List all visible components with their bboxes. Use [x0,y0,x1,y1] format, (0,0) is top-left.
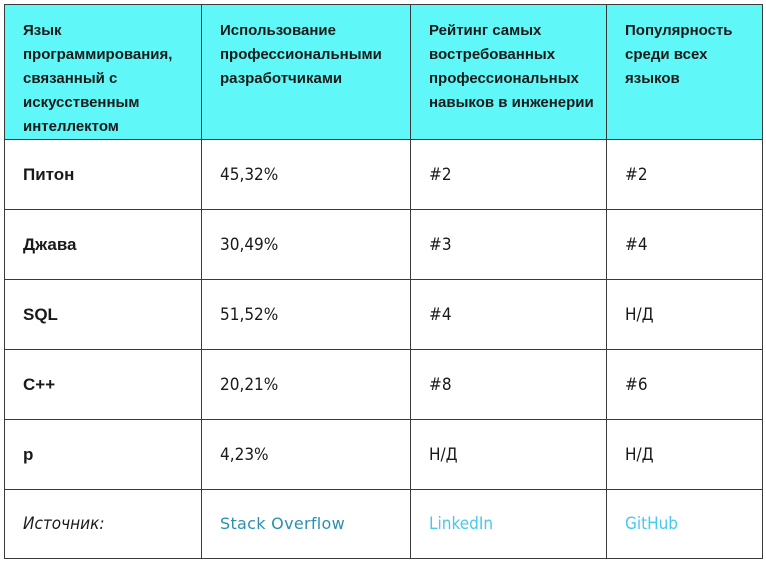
cell-language: р [4,419,202,490]
table-row: Джава 30,49% #3 #4 [4,209,763,280]
cell-popularity: Н/Д [606,419,763,490]
stackoverflow-link[interactable]: Stack Overflow [220,514,346,533]
cell-language: Джава [4,209,202,280]
cell-language: SQL [4,279,202,350]
cell-rank: #8 [410,349,607,420]
header-usage: Использование профессиональными разработ… [201,4,411,140]
table-row: SQL 51,52% #4 Н/Д [4,279,763,350]
ai-languages-table: Язык программирования, связанный с искус… [4,4,763,559]
cell-usage: 20,21% [201,349,411,420]
cell-usage: 51,52% [201,279,411,350]
linkedin-link[interactable]: LinkedIn [429,514,494,534]
cell-usage: 30,49% [201,209,411,280]
source-stackoverflow-cell: Stack Overflow [201,489,411,559]
source-linkedin-cell: LinkedIn [410,489,607,559]
table-row: Питон 45,32% #2 #2 [4,139,763,210]
header-row: Язык программирования, связанный с искус… [4,4,763,140]
source-github-cell: GitHub [606,489,763,559]
cell-rank: #3 [410,209,607,280]
source-label: Источник: [4,489,202,559]
header-language: Язык программирования, связанный с искус… [4,4,202,140]
cell-popularity: #2 [606,139,763,210]
table-row: р 4,23% Н/Д Н/Д [4,419,763,490]
cell-popularity: Н/Д [606,279,763,350]
cell-rank: #4 [410,279,607,350]
header-rank: Рейтинг самых востребованных профессиона… [410,4,607,140]
cell-usage: 45,32% [201,139,411,210]
cell-language: Питон [4,139,202,210]
cell-popularity: #6 [606,349,763,420]
cell-usage: 4,23% [201,419,411,490]
cell-popularity: #4 [606,209,763,280]
cell-rank: Н/Д [410,419,607,490]
header-popularity: Популярность среди всех языков [606,4,763,140]
cell-rank: #2 [410,139,607,210]
github-link[interactable]: GitHub [625,514,679,534]
table-row: С++ 20,21% #8 #6 [4,349,763,420]
source-row: Источник: Stack Overflow LinkedIn GitHub [4,489,763,559]
cell-language: С++ [4,349,202,420]
